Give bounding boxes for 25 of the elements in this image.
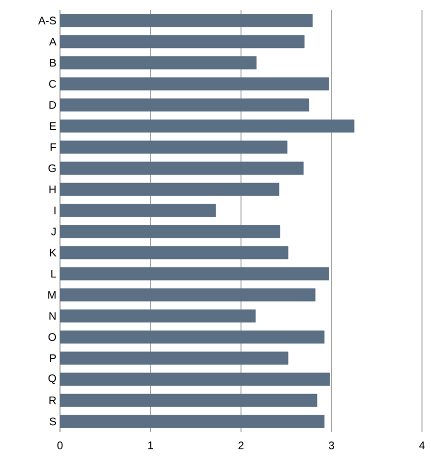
y-tick-label: O (48, 333, 56, 341)
y-tick-label: H (49, 186, 56, 194)
y-tick-label: L (51, 270, 56, 278)
y-tick-label: J (51, 228, 56, 236)
y-tick-label: A-S (38, 16, 56, 24)
x-tick-label: 4 (419, 442, 425, 450)
y-tick-label: Q (48, 374, 56, 384)
y-tick-label: B (50, 58, 56, 67)
y-tick-label: E (50, 122, 56, 130)
y-tick-label: F (50, 143, 56, 151)
y-tick-label: D (49, 101, 56, 109)
y-tick-label: G (48, 164, 56, 172)
y-tick-label: P (50, 354, 56, 362)
x-tick-label: 3 (328, 442, 334, 450)
y-tick-label: N (49, 312, 56, 320)
y-tick-label: C (49, 80, 56, 88)
x-tick-label: 1 (148, 442, 154, 450)
y-tick-label: R (49, 396, 56, 404)
y-tick-label: I (54, 206, 56, 214)
y-tick-label: S (50, 418, 56, 426)
y-tick-label: A (49, 38, 56, 46)
x-tick-label: 0 (57, 442, 63, 450)
x-tick-label: 2 (238, 442, 244, 450)
y-tick-label: M (48, 291, 56, 299)
y-tick-label: K (50, 248, 56, 256)
